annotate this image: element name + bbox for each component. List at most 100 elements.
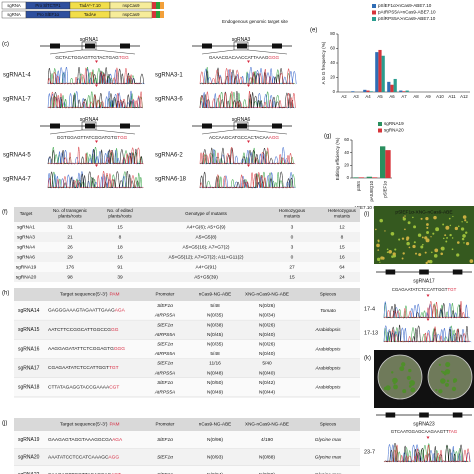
seedling — [438, 389, 443, 394]
image-texture — [465, 242, 470, 246]
bar — [381, 55, 385, 92]
seedling — [435, 388, 438, 392]
legend-label: pSlEF1α>nCas9-ABE7.10 — [378, 3, 432, 8]
bar — [369, 91, 373, 92]
table-header: Heterozygous — [328, 208, 357, 213]
image-texture — [445, 225, 450, 230]
table-cell: N(0/26) — [259, 303, 275, 309]
table-cell: N(0/96) — [207, 437, 223, 443]
legend-label: sgRNA19 — [384, 121, 404, 126]
table-cell: 15 — [339, 245, 345, 251]
construct-note: Endogenous genomic target site — [222, 19, 288, 24]
table-cell: A5>G5(12); A7>G7(2); A11>G11(2) — [169, 255, 244, 261]
bar — [366, 90, 370, 92]
chromatogram-trace — [199, 147, 295, 165]
table-cell: sgRNA6 — [17, 255, 35, 261]
table-header: XNG-nCas9-NG-ABE — [245, 292, 289, 297]
sgrna-name: sgRNA6 — [232, 117, 251, 123]
table-cell: 11/16 — [209, 361, 221, 367]
y-tick-label: 20 — [330, 75, 335, 80]
sequence: CGAGAATATCTCCATTGGTTGT — [48, 365, 119, 371]
exon — [452, 412, 463, 418]
image-texture — [425, 238, 430, 243]
table-cell: N(0/40) — [259, 351, 275, 357]
sample-label: sgRNA6-2 — [155, 153, 183, 159]
construct-label: sgRNA — [7, 12, 21, 17]
panel-label: (j) — [2, 421, 7, 427]
sequence: CTTATAGAGGTACCGAAAACGT — [48, 385, 119, 391]
seedling — [391, 371, 394, 374]
table-header: mutants — [334, 214, 351, 219]
legend-label: sgRNA20 — [384, 128, 404, 133]
image-title: pSlEF1α-XNG-nCas9-ABE — [395, 209, 452, 215]
image-texture — [384, 230, 386, 232]
image-texture — [432, 232, 435, 235]
y-tick-label: 20 — [344, 162, 349, 167]
table-header: nCas9-NG-ABE — [199, 292, 231, 297]
table-header: Homozygous — [279, 208, 306, 213]
x-tick-label: pAtUBQ10 — [369, 180, 374, 201]
image-texture — [377, 239, 380, 242]
sequence-bases: GAGGGAAAGTAGAATTGAAG — [48, 308, 115, 314]
table-header-bg — [14, 207, 360, 222]
y-tick-label: 0 — [347, 175, 350, 180]
y-axis-label: Editing efficiency (%) — [335, 137, 340, 180]
sequence-bases: GGTGGAGTTATCGGATGTG — [57, 135, 118, 140]
table-header: Promoter — [156, 422, 175, 427]
sample-label: sgRNA4-5 — [3, 153, 31, 159]
seedling — [408, 384, 412, 388]
table-cell: 16 — [339, 255, 345, 261]
image-texture — [404, 228, 406, 231]
table-cell: N(0/94) — [207, 472, 223, 474]
table-cell: A5>G5(8) — [196, 235, 217, 241]
chromatogram-trace — [199, 66, 296, 85]
image-texture — [440, 246, 445, 251]
image-texture — [461, 221, 463, 223]
bar — [390, 84, 394, 92]
table-cell: 18 — [117, 245, 123, 251]
table-row-bg — [14, 252, 360, 262]
image-texture — [418, 253, 422, 257]
table-row-bg — [14, 222, 360, 232]
table-row-bg — [14, 242, 360, 252]
image-texture — [456, 253, 460, 257]
table-cell: AtRPS5A — [154, 389, 175, 395]
image-title: pSlEF1α-nCas9-NG-ABE — [397, 400, 451, 406]
table-cell: 21 — [67, 235, 73, 241]
y-tick-label: 0 — [333, 89, 336, 94]
sequence: GAAGAGTAGGTAAAGGCGAAGA — [48, 437, 123, 443]
image-texture — [406, 238, 409, 241]
table-row-bg — [14, 358, 360, 378]
panel-label: (i) — [364, 212, 369, 218]
image-texture — [406, 241, 410, 246]
image-texture — [461, 237, 465, 241]
table-cell: sgRNA1 — [17, 225, 35, 231]
table-cell: 5/40 — [262, 361, 272, 367]
construct-label: nspCas9 — [123, 3, 141, 8]
sample-label: sgRNA3-6 — [155, 97, 183, 103]
construct-label: TadAe — [84, 12, 97, 17]
chromatogram-trace — [383, 300, 469, 319]
image-texture — [466, 221, 468, 224]
legend-swatch — [372, 4, 376, 8]
image-texture — [460, 227, 465, 231]
x-tick-label: A10 — [436, 94, 444, 99]
image-texture — [401, 257, 404, 260]
table-cell: N(0/48) — [207, 370, 223, 376]
table-cell: Arabidopsis — [314, 327, 341, 333]
pam: GGG — [268, 55, 279, 60]
table-cell: 3 — [291, 245, 294, 251]
table-cell: 15 — [289, 275, 295, 281]
image-texture — [445, 240, 448, 243]
chromatogram-trace — [199, 92, 295, 109]
image-texture — [408, 246, 411, 249]
table-cell: SlEF1α — [157, 380, 173, 386]
table-cell: sgRNA19 — [16, 265, 37, 271]
table-cell: N(0/93) — [207, 455, 223, 461]
table-cell: 64 — [339, 265, 345, 271]
panel-label: (f) — [2, 210, 8, 216]
table-cell: SlEF1α — [157, 455, 173, 461]
construct-label: sgRNA — [7, 3, 21, 8]
image-texture — [457, 225, 460, 228]
image-texture — [386, 248, 389, 251]
